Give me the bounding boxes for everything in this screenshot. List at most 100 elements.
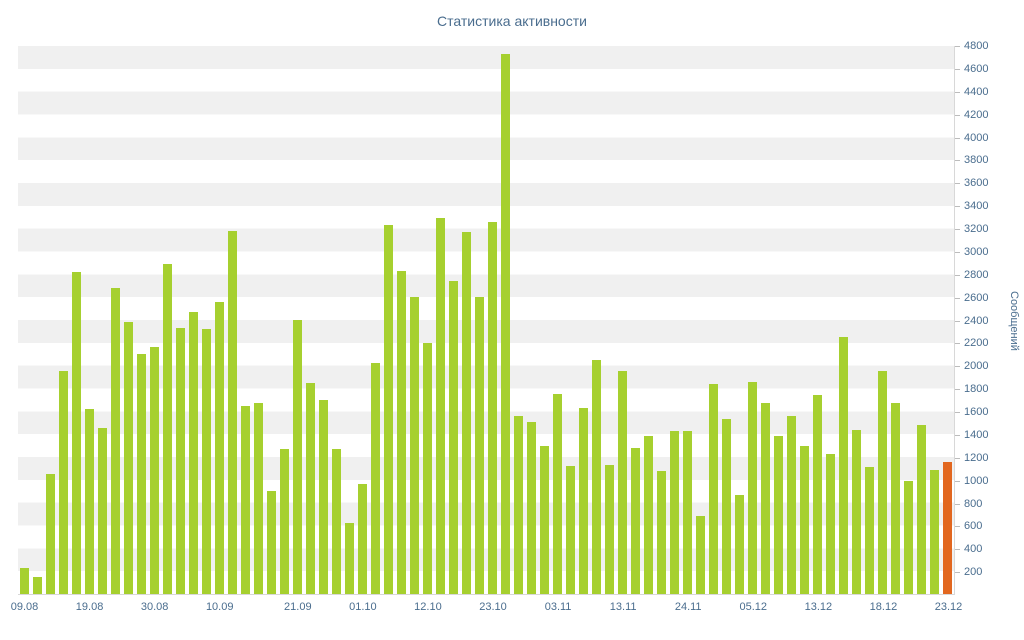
bar[interactable]	[214, 301, 225, 594]
bar[interactable]	[513, 415, 524, 594]
bar[interactable]	[110, 288, 121, 594]
y-axis-tick-label: 2000	[964, 360, 989, 373]
bar[interactable]	[162, 264, 173, 594]
bar[interactable]	[669, 430, 680, 594]
bar[interactable]	[97, 428, 108, 594]
bar[interactable]	[253, 403, 264, 594]
x-axis-tick-label: 24.11	[674, 601, 702, 613]
bar[interactable]	[370, 363, 381, 594]
bar[interactable]	[188, 312, 199, 594]
x-axis: 09.08 19.08 30.08 10.09 21.09 01.10 12.10 23.10…	[11, 601, 963, 617]
bar[interactable]	[487, 221, 498, 594]
bar[interactable]	[695, 516, 706, 594]
bar[interactable]	[721, 419, 732, 594]
bar[interactable]	[526, 421, 537, 594]
x-axis-tick-label: 10.09	[205, 601, 234, 613]
y-axis-tick	[955, 206, 960, 208]
bar[interactable]	[201, 329, 212, 594]
bar[interactable]	[409, 297, 420, 594]
y-axis-tick	[955, 46, 960, 47]
bar[interactable]	[656, 470, 667, 594]
y-axis-tick-label: 3200	[964, 223, 989, 235]
bar[interactable]	[630, 447, 641, 594]
bar[interactable]	[331, 449, 342, 594]
bar[interactable]	[396, 270, 407, 594]
bar[interactable]	[305, 382, 316, 594]
bar[interactable]	[890, 403, 901, 594]
bar[interactable]	[32, 576, 43, 594]
bar[interactable]	[149, 347, 160, 594]
bar[interactable]	[565, 466, 576, 594]
bar[interactable]	[578, 407, 589, 594]
bar[interactable]	[929, 469, 940, 594]
y-axis-tick-label: 1600	[964, 406, 989, 418]
bar[interactable]	[266, 491, 277, 594]
bar[interactable]	[435, 218, 446, 594]
bar[interactable]	[84, 409, 95, 594]
bar[interactable]	[292, 320, 303, 594]
bar[interactable]	[136, 354, 147, 594]
bar[interactable]	[71, 272, 82, 594]
bar[interactable]	[877, 371, 888, 594]
y-axis-tick	[955, 229, 960, 230]
bar[interactable]	[734, 494, 745, 594]
bar[interactable]	[617, 371, 628, 594]
y-axis-tick-label: 4800	[964, 40, 989, 52]
bar[interactable]	[461, 232, 472, 594]
bar[interactable]	[916, 425, 927, 594]
y-axis-tick-label: 4000	[964, 131, 989, 144]
x-axis-tick-label: 13.12	[804, 601, 833, 613]
bar[interactable]	[682, 430, 693, 594]
y-axis-tick-label: 3800	[964, 154, 989, 167]
bar[interactable]	[825, 453, 836, 594]
bar[interactable]	[799, 445, 810, 594]
y-axis-tick-label: 1800	[964, 383, 989, 396]
x-axis-tick-label: 12.10	[414, 601, 442, 613]
bar[interactable]	[175, 328, 186, 594]
y-axis: 200 400 600 800 1000 1200 1400 1600 1800 2000 2200…	[955, 40, 1015, 595]
x-axis-tick-label: 01.10	[349, 601, 377, 613]
bar[interactable]	[786, 415, 797, 594]
bar[interactable]	[19, 567, 30, 594]
bar[interactable]	[58, 371, 69, 594]
bar[interactable]	[383, 225, 394, 594]
bar[interactable]	[422, 342, 433, 594]
x-axis-tick-label: 03.11	[544, 601, 572, 613]
bar[interactable]	[474, 297, 485, 594]
y-axis-tick	[955, 389, 960, 391]
bar[interactable]	[539, 445, 550, 594]
bar[interactable]	[240, 405, 251, 594]
y-axis-tick	[955, 297, 960, 299]
bar[interactable]	[708, 383, 719, 594]
bar[interactable]	[747, 381, 758, 594]
bar[interactable]	[357, 484, 368, 594]
bar[interactable]	[851, 429, 862, 594]
bar[interactable]	[448, 281, 459, 594]
bar[interactable]	[604, 465, 615, 594]
bar[interactable]	[773, 436, 784, 594]
y-axis-tick	[955, 183, 960, 185]
bars-layer	[18, 46, 954, 594]
bar[interactable]	[903, 480, 914, 594]
bar[interactable]	[344, 523, 355, 594]
x-axis-tick-label: 21.09	[284, 601, 312, 613]
bar[interactable]	[227, 230, 238, 594]
bar[interactable]	[643, 436, 654, 594]
bar[interactable]	[318, 399, 329, 594]
y-axis-tick	[955, 320, 960, 322]
bar[interactable]	[591, 359, 602, 594]
bar[interactable]	[760, 403, 771, 594]
y-axis-tick	[955, 366, 960, 368]
bar[interactable]	[552, 394, 563, 594]
bar[interactable]	[812, 395, 823, 594]
x-axis-tick-label: 09.08	[10, 601, 39, 613]
y-axis-tick-label: 3600	[964, 177, 989, 190]
bar[interactable]	[123, 322, 134, 594]
bar[interactable]	[45, 474, 56, 594]
bar[interactable]	[864, 467, 875, 594]
bar[interactable]	[838, 337, 849, 594]
bar[interactable]	[279, 449, 290, 594]
bar-highlighted[interactable]	[942, 461, 953, 594]
bar[interactable]	[500, 54, 511, 594]
